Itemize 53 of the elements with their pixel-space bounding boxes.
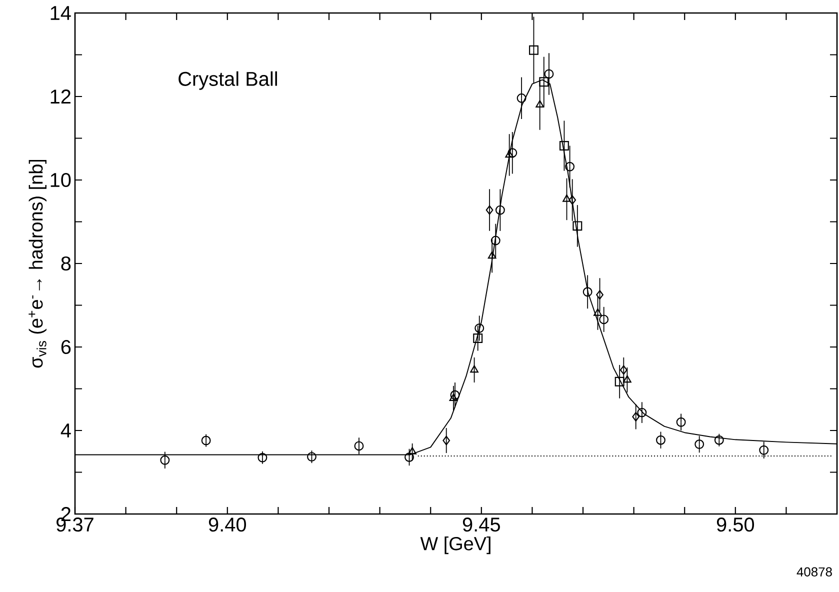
point: [676, 417, 686, 427]
y-tick-label: 6: [61, 340, 71, 354]
point: [632, 412, 640, 422]
point: [623, 375, 632, 383]
point: [258, 452, 268, 462]
y-axis-title: σ$_{vis}$ (e$^{+}$e$^{-}$→ hadrons) [nb]: [28, 160, 46, 368]
point: [568, 195, 576, 205]
point: [759, 445, 769, 455]
point: [201, 436, 211, 446]
point: [694, 440, 704, 450]
point: [516, 93, 526, 103]
y-tick-label: 8: [61, 256, 71, 271]
y-tick-label: 12: [50, 90, 70, 104]
point: [559, 141, 569, 150]
point: [408, 447, 416, 454]
point: [528, 45, 538, 55]
point: [306, 452, 316, 462]
point: [714, 435, 724, 445]
point: [562, 194, 571, 202]
y-tick-label: 10: [50, 172, 71, 188]
point: [596, 290, 604, 300]
point: [470, 365, 478, 373]
point: [160, 455, 170, 465]
point: [539, 77, 549, 87]
point: [582, 287, 592, 297]
point: [565, 162, 575, 172]
point: [599, 314, 609, 324]
point: [614, 376, 624, 386]
point: [536, 100, 544, 108]
y-tick-label: 14: [50, 6, 71, 20]
x-tick-label: 9.40: [208, 518, 246, 532]
point: [486, 205, 494, 215]
point: [505, 150, 514, 158]
x-tick-label: 9.45: [462, 518, 500, 532]
x-tick-label: 9.50: [716, 518, 754, 532]
point: [490, 236, 500, 246]
point: [620, 365, 628, 375]
point: [474, 323, 484, 333]
annotation: Crystal Ball: [178, 71, 277, 90]
point: [594, 308, 602, 316]
point: [488, 251, 496, 259]
point: [495, 205, 505, 215]
point: [442, 436, 450, 446]
y-tick-label: 4: [60, 424, 71, 438]
point: [473, 333, 483, 343]
point: [572, 221, 582, 231]
text: 40878: [796, 567, 832, 576]
point: [656, 435, 666, 445]
point: [544, 69, 554, 79]
point: [637, 408, 647, 418]
x-axis-title: W [GeV]: [420, 536, 490, 554]
point: [508, 148, 518, 158]
point: [354, 441, 364, 451]
